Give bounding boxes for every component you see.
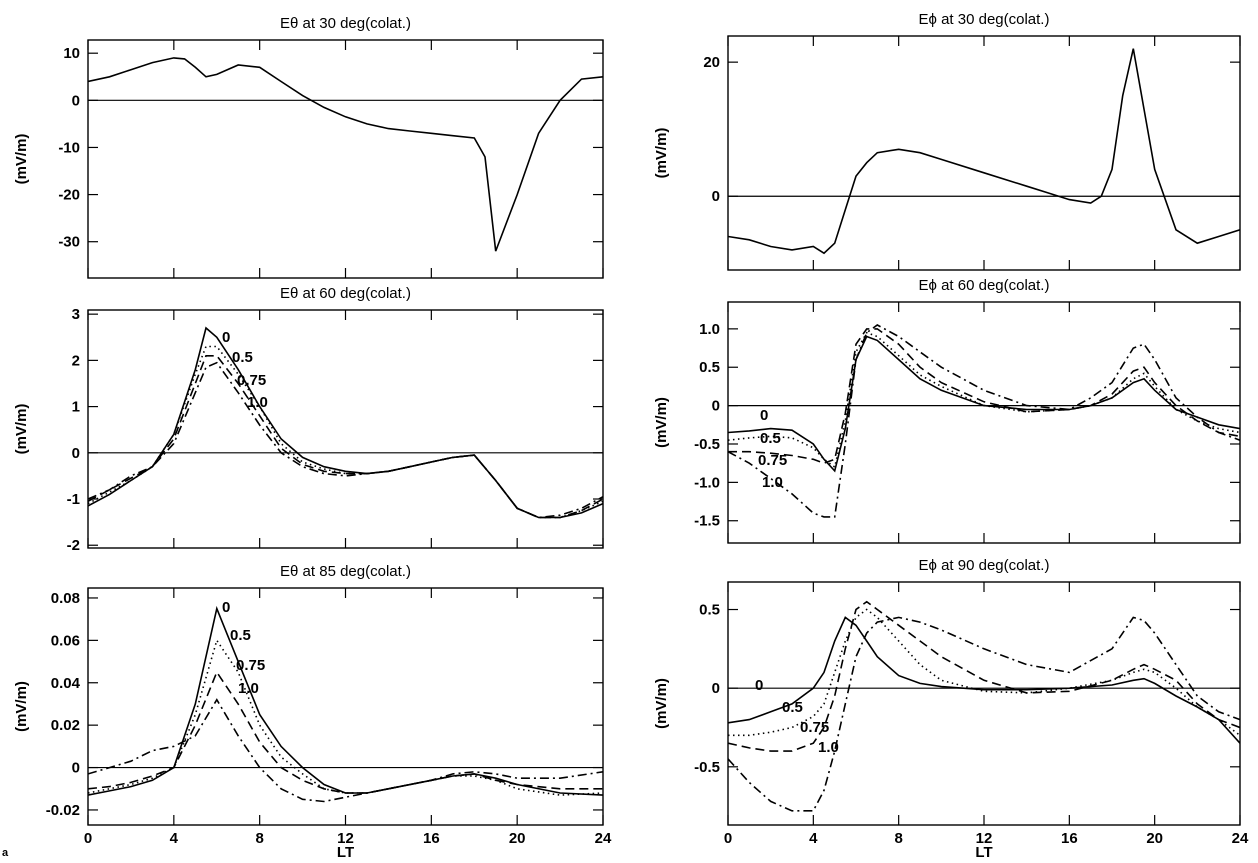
series-line: [88, 345, 603, 519]
series-line: [88, 638, 603, 796]
curve-label: 0.75: [800, 719, 829, 736]
y-tick-label: 0.5: [699, 602, 720, 619]
curve-label: 1.0: [238, 680, 259, 697]
y-tick-label: 20: [703, 54, 720, 71]
series-line: [728, 600, 1240, 752]
y-tick-label: -1.5: [694, 513, 720, 530]
plot-frame: [87, 309, 604, 549]
figure-label: a: [2, 847, 9, 858]
curve-label: 0.5: [232, 349, 253, 366]
y-tick-label: -30: [58, 234, 80, 251]
series-line: [88, 605, 603, 796]
y-axis-label: (mV/m): [13, 134, 30, 185]
y-tick-label: -2: [67, 537, 80, 554]
y-tick-label: 0: [72, 760, 80, 777]
y-tick-label: -10: [58, 139, 80, 156]
x-tick-label: 12: [976, 830, 993, 847]
curve-label: 0.5: [760, 430, 781, 447]
curve-label: 1.0: [247, 394, 268, 411]
curve-label: 1.0: [762, 474, 783, 491]
x-tick-label: 12: [337, 830, 354, 847]
panel-title: Eϕ at 30 deg(colat.): [919, 11, 1050, 28]
y-tick-label: -0.02: [46, 802, 80, 819]
x-tick-label: 20: [509, 830, 526, 847]
panel-title: Eϕ at 60 deg(colat.): [919, 277, 1050, 294]
curve-label: 1.0: [818, 739, 839, 756]
plot-frame: [727, 35, 1241, 271]
y-tick-label: -0.5: [694, 759, 720, 776]
series-line: [88, 57, 603, 252]
y-tick-label: 2: [72, 352, 80, 369]
plot-frame: [87, 587, 604, 826]
y-tick-label: 0.5: [699, 359, 720, 376]
series-line: [728, 616, 1240, 812]
series-line: [88, 361, 603, 519]
y-tick-label: -1: [67, 491, 80, 508]
series-line: [728, 324, 1240, 518]
y-tick-label: 10: [63, 45, 80, 62]
x-tick-label: 0: [84, 830, 92, 847]
curve-label: 0: [760, 407, 768, 424]
y-tick-label: 0: [72, 92, 80, 109]
y-tick-label: 0: [712, 680, 720, 697]
x-tick-label: 4: [170, 830, 179, 847]
y-tick-label: 0.04: [51, 675, 81, 692]
series-line: [728, 328, 1240, 465]
plot-frame: [727, 581, 1241, 826]
y-axis-label: (mV/m): [653, 128, 670, 179]
y-tick-label: 0: [712, 188, 720, 205]
x-tick-label: 24: [1232, 830, 1249, 847]
x-tick-label: 8: [255, 830, 263, 847]
series-line: [88, 698, 603, 803]
series-line: [88, 326, 603, 519]
x-axis-label: LT: [337, 844, 354, 858]
y-tick-label: -1.0: [694, 474, 720, 491]
series-line: [728, 48, 1240, 255]
series-line: [728, 608, 1240, 737]
series-line: [88, 670, 603, 794]
y-tick-label: -0.5: [694, 436, 720, 453]
curve-label: 0.5: [782, 699, 803, 716]
y-tick-label: 1.0: [699, 321, 720, 338]
y-tick-label: 0.08: [51, 590, 80, 607]
curve-label: 0: [222, 599, 230, 616]
x-tick-label: 20: [1146, 830, 1163, 847]
curve-label: 0.5: [230, 627, 251, 644]
panel-title: Eθ at 60 deg(colat.): [280, 285, 411, 302]
curve-label: 0: [222, 329, 230, 346]
x-tick-label: 16: [1061, 830, 1078, 847]
panel-title: Eθ at 85 deg(colat.): [280, 563, 411, 580]
y-tick-label: -20: [58, 187, 80, 204]
y-tick-label: 1: [72, 399, 80, 416]
curve-label: 0.75: [237, 372, 266, 389]
plot-frame: [727, 301, 1241, 544]
curve-label: 0.75: [236, 657, 265, 674]
x-tick-label: 4: [809, 830, 818, 847]
y-tick-label: 0: [72, 445, 80, 462]
plot-frame: [87, 39, 604, 279]
y-tick-label: 3: [72, 306, 80, 323]
y-tick-label: 0.06: [51, 632, 80, 649]
panel-title: Eϕ at 90 deg(colat.): [919, 557, 1050, 574]
y-axis-label: (mV/m): [13, 404, 30, 455]
y-tick-label: 0: [712, 398, 720, 415]
x-axis-label: LT: [975, 844, 992, 858]
panel-title: Eθ at 30 deg(colat.): [280, 15, 411, 32]
x-tick-label: 16: [423, 830, 440, 847]
x-tick-label: 0: [724, 830, 732, 847]
curve-label: 0: [755, 677, 763, 694]
series-line: [728, 616, 1240, 744]
series-line: [728, 331, 1240, 469]
series-line: [728, 335, 1240, 473]
curve-label: 0.75: [758, 452, 787, 469]
series-line: [88, 355, 603, 519]
x-tick-label: 8: [894, 830, 902, 847]
y-axis-label: (mV/m): [653, 397, 670, 448]
y-axis-label: (mV/m): [653, 678, 670, 729]
y-axis-label: (mV/m): [13, 681, 30, 732]
x-tick-label: 24: [595, 830, 612, 847]
y-tick-label: 0.02: [51, 717, 80, 734]
